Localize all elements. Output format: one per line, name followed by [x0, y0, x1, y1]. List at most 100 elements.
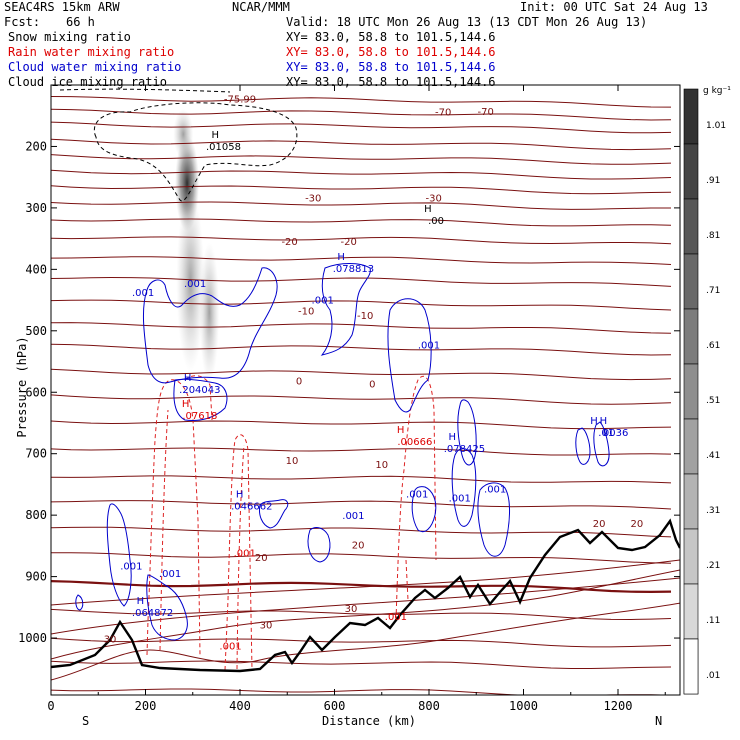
cloud-water-contour [75, 594, 84, 611]
x-tick-label: 0 [47, 699, 54, 713]
y-tick-label: 800 [25, 508, 47, 522]
temperature-contour [51, 154, 672, 165]
colorbar-segment [683, 583, 699, 640]
rain-water-label: .001 [385, 612, 407, 623]
cloud-water-contour [451, 448, 477, 527]
plot-frame [50, 84, 681, 696]
rain-water-label: .001 [234, 549, 256, 560]
temperature-label: 20 [255, 553, 268, 564]
temperature-label: -70 [478, 107, 494, 118]
cloud-water-contour [259, 499, 289, 529]
cloud-water-label: .001 [312, 295, 334, 306]
cloud-water-label: .001 [418, 340, 440, 351]
colorbar-tick-label: .31 [706, 506, 720, 516]
rain-water-label: .001 [219, 641, 241, 652]
model-title: SEAC4RS 15km ARW [4, 0, 120, 14]
temperature-label: -70 [435, 107, 451, 118]
field-rain-name: Rain water mixing ratio [8, 45, 175, 59]
temperature-contour [51, 236, 672, 245]
y-tick-label: 300 [25, 201, 47, 215]
temperature-contour [51, 121, 672, 134]
org-label: NCAR/MMM [232, 0, 290, 14]
cloud-water-max-label: .078425 [444, 444, 485, 455]
cloud-water-max-marker: H [337, 252, 345, 263]
y-tick-label: 500 [25, 324, 47, 338]
cloud-water-label: .001 [120, 562, 142, 573]
field-rain-xy: XY= 83.0, 58.8 to 101.5,144.6 [286, 45, 496, 59]
temperature-label: 30 [104, 635, 117, 646]
x-tick-label: 1000 [509, 699, 538, 713]
cloud-water-label: .001 [184, 279, 206, 290]
temperature-contour [51, 552, 672, 564]
cloud-water-max-label: 0036 [603, 428, 628, 439]
cloud-water-label: .001 [342, 511, 364, 522]
cloud-water-contour [477, 482, 510, 557]
rain-max-label: .07618 [182, 411, 217, 422]
temperature-label: -10 [357, 311, 373, 322]
y-tick-label: 1000 [18, 631, 47, 645]
temperature-contour [51, 688, 672, 695]
cloud-water-label: .001 [484, 485, 506, 496]
temperature-contour [51, 500, 672, 510]
temperature-contour [51, 322, 672, 334]
temperature-label: -20 [281, 237, 297, 248]
valid-time: Valid: 18 UTC Mon 26 Aug 13 (13 CDT Mon … [286, 15, 648, 29]
rain-max-marker: H [397, 425, 405, 436]
y-tick-label: 900 [25, 570, 47, 584]
cloud-water-max-marker: H [590, 416, 598, 427]
cloud-water-max-marker: H [184, 373, 192, 384]
field-snow-xy: XY= 83.0, 58.8 to 101.5,144.6 [286, 30, 496, 44]
cloud-water-max-label: .01 [598, 428, 614, 439]
temperature-contour [51, 637, 672, 648]
field-snow-name: Snow mixing ratio [8, 30, 131, 44]
temperature-contour [51, 447, 672, 456]
colorbar-tick-label: .91 [706, 176, 720, 186]
colorbar-segment [683, 638, 699, 695]
cloud-water-max-marker: H [600, 416, 608, 427]
cloud-water-contour [387, 298, 432, 413]
temperature-label: 20 [593, 519, 606, 530]
cloud-water-max-label: .204043 [179, 385, 220, 396]
y-tick-label: 600 [25, 385, 47, 399]
cloud-ice-contour [59, 88, 231, 93]
rain-water-contour [146, 379, 201, 656]
cloud-water-contour [307, 527, 331, 563]
forecast-label: Fcst: [4, 15, 41, 29]
temperature-contour [51, 343, 672, 356]
temperature-label: 30 [345, 604, 358, 615]
temperature-contour [51, 368, 672, 381]
init-time: Init: 00 UTC Sat 24 Aug 13 [520, 0, 708, 14]
snow-max-marker: H [424, 204, 432, 215]
temperature-label: 0 [296, 377, 302, 388]
temperature-contour [51, 559, 680, 606]
temperature-contour [51, 169, 672, 180]
rain-max-label: .00666 [397, 437, 432, 448]
temperature-contour [51, 201, 671, 210]
y-tick-label: 700 [25, 447, 47, 461]
temperature-label: -30 [426, 193, 442, 204]
temperature-label: -75.99 [224, 95, 256, 106]
colorbar-segment [683, 363, 699, 420]
temperature-contour [51, 394, 672, 405]
temperature-contour [51, 276, 672, 287]
temperature-contour [51, 108, 672, 121]
rain-max-marker: H [182, 399, 190, 410]
x-tick-label: 1200 [604, 699, 633, 713]
colorbar-segment [683, 473, 699, 530]
rain-water-contour [395, 375, 437, 621]
x-tick-label: 800 [418, 699, 440, 713]
cloud-water-max-marker: H [236, 489, 244, 500]
cloud-water-max-label: .064872 [132, 608, 173, 619]
cloud-water-label: .001 [449, 493, 471, 504]
terrain-line [51, 518, 680, 673]
colorbar-segment [683, 88, 699, 145]
rain-water-contour [405, 559, 409, 601]
temperature-contour [51, 299, 672, 311]
cloud-water-contour [106, 503, 132, 607]
colorbar-segment [683, 198, 699, 255]
cloud-water-label: .001 [159, 569, 181, 580]
x-axis-title: Distance (km) [322, 714, 416, 728]
forecast-hours: 66 h [66, 15, 95, 29]
cloud-water-max-marker: H [137, 596, 145, 607]
